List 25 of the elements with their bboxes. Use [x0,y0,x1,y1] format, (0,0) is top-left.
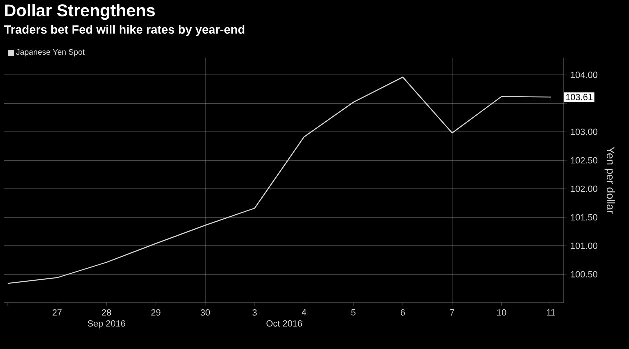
x-tick-label: 6 [400,310,406,316]
x-tick-label: 30 [200,310,210,316]
chart-title: Dollar Strengthens [5,4,156,20]
x-tick-label: 3 [252,310,257,316]
y-tick-label: 103.00 [571,128,598,136]
y-axis-title: Yen per dollar [604,147,616,214]
y-tick-label: 102.00 [571,186,598,192]
x-tick-label: 11 [547,310,556,316]
x-tick-label: 29 [152,310,161,316]
y-tick-label: 101.50 [571,214,598,221]
x-tick-label: 27 [52,310,62,316]
y-tick-label: 101.00 [571,242,598,250]
chart-subtitle: Traders bet Fed will hike rates by year-end [4,25,245,36]
y-tick-label: 104.00 [571,72,598,78]
text: Sep 2016 [88,320,126,329]
x-tick-label: 5 [352,310,356,316]
x-tick-label: 28 [102,310,112,316]
text: Oct 2016 [266,320,302,327]
line-series [7,76,552,284]
x-tick-label: 10 [497,310,506,316]
y-tick-label: 102.50 [571,157,598,164]
data-label: 103.61 [566,94,593,100]
x-tick-label: 4 [302,310,306,316]
x-tick-label: 7 [450,310,454,316]
y-tick-label: 100.50 [571,271,598,278]
